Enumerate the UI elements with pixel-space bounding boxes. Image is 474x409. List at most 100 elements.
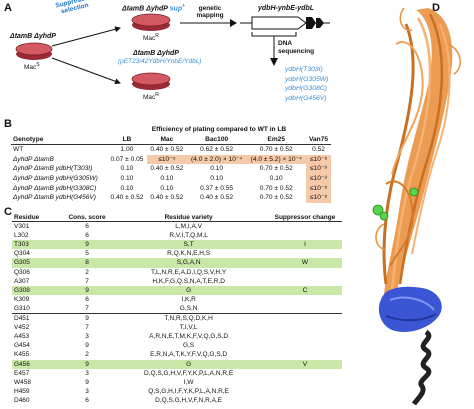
col-header: Van75 xyxy=(306,134,331,146)
selection-arrows xyxy=(51,26,121,85)
panel-letter-d: D xyxy=(432,2,440,14)
genotype-cell: WT xyxy=(11,144,107,155)
operon-diagram xyxy=(240,16,330,30)
variety-cell: I,W xyxy=(183,378,194,386)
residue-cell: K309 xyxy=(14,295,30,303)
value-cell: 0.10 xyxy=(160,184,174,192)
table-row: ΔyhdP ΔtamB 0.07 ± 0.05 ≤10⁻⁵ (4.0 ± 2.0) ×… xyxy=(11,154,331,165)
score-cell: 7 xyxy=(85,304,89,312)
conservation-table: Residue Cons. score Residue variety Supp… xyxy=(12,212,342,405)
score-cell: 6 xyxy=(85,396,89,404)
score-cell: 9 xyxy=(85,378,89,386)
table-row: K309 6 I,K,R xyxy=(12,295,342,304)
change-cell xyxy=(268,295,342,304)
left-strain-label: ΔtamB ΔyhdP xyxy=(10,33,56,40)
mutant-item: ydbH(T303I) xyxy=(285,66,323,73)
genetic-mapping-label: genetic mapping xyxy=(196,5,224,19)
protein-structure xyxy=(372,7,461,406)
table-row: T303 9 S,T I xyxy=(12,240,342,250)
value-cell: 0.10 xyxy=(120,165,134,173)
panel-letter-c: C xyxy=(4,206,12,218)
col-header: LB xyxy=(106,134,147,146)
sequencing-arrow xyxy=(251,32,297,66)
col-header: Mac xyxy=(146,134,187,146)
change-cell xyxy=(268,387,342,396)
residue-cell: T303 xyxy=(12,240,65,250)
genotype-cell: ΔyhdP ΔtamB ydbH(G308C) xyxy=(13,184,97,192)
bottom-pheno: MacR xyxy=(143,92,159,102)
variety-cell: Q,S,G,H,I,F,Y,K,P,L,A,N,R,E xyxy=(148,387,229,395)
residue-cell: V301 xyxy=(14,223,30,231)
value-cell: 0.40 ± 0.52 xyxy=(200,194,234,202)
value-cell: 0.07 ± 0.05 xyxy=(110,155,144,163)
value-cell: 0.10 xyxy=(120,174,134,182)
panel-letter-b: B xyxy=(4,118,12,130)
left-pheno: MacS xyxy=(24,62,40,72)
value-cell: 0.52 xyxy=(306,144,331,155)
value-cell: (4.0 ± 2.0) × 10⁻⁴ xyxy=(186,154,247,165)
change-cell xyxy=(268,249,342,258)
table-row: Q304 5 R,Q,K,N,E,H,S xyxy=(12,249,342,258)
value-cell: ≤10⁻⁵ xyxy=(146,154,187,165)
value-cell: 0.40 ± 0.52 xyxy=(146,144,187,155)
residue-cell: G305 xyxy=(12,258,65,268)
change-cell xyxy=(268,304,342,314)
petri-dish-bottom xyxy=(131,72,171,90)
value-cell: 0.10 xyxy=(210,165,224,173)
value-cell: 0.10 xyxy=(210,174,224,182)
change-cell xyxy=(268,222,342,232)
mutation-sites-green xyxy=(372,187,419,221)
table-row: G454 9 G,S xyxy=(12,341,342,350)
table-row: K455 2 E,R,N,A,T,K,Y,F,V,Q,G,S,D xyxy=(12,350,342,359)
score-cell: 6 xyxy=(85,232,89,240)
score-cell: 9 xyxy=(64,359,110,369)
score-cell: 5 xyxy=(85,250,89,258)
residue-cell: E457 xyxy=(14,369,30,377)
variety-cell: L,M,I,A,V xyxy=(175,223,202,231)
value-cell: ≤10⁻⁸ xyxy=(306,173,331,184)
variety-cell: G,S xyxy=(183,342,195,350)
change-cell xyxy=(268,268,342,277)
value-cell: 0.10 xyxy=(160,174,174,182)
table-row: G456 9 G V xyxy=(12,359,342,369)
mutant-item: ydbH(G308C) xyxy=(285,85,327,92)
value-cell: ≤10⁻⁸ xyxy=(306,183,331,194)
value-cell: 0.70 ± 0.52 xyxy=(246,144,307,155)
change-cell: V xyxy=(267,359,342,369)
panel-letter-a: A xyxy=(4,2,12,14)
variety-cell: G xyxy=(109,359,268,369)
table-row: G310 7 G,S,N xyxy=(12,304,342,314)
genotype-cell: ΔyhdP ΔtamB ydbH(G456V) xyxy=(13,194,96,202)
residue-cell: G308 xyxy=(12,285,65,295)
variety-cell: T,L,N,R,E,A,D,I,Q,S,V,H,Y xyxy=(150,268,227,276)
table-row: A307 7 H,K,F,G,Q,S,N,A,T,E,R,D xyxy=(12,277,342,286)
variety-cell: D,Q,S,G,H,V,F,Y,K,P,L,A,N,R,E xyxy=(144,369,234,377)
score-cell: 7 xyxy=(85,277,89,285)
table-row: V301 6 L,M,I,A,V xyxy=(12,222,342,232)
mutant-list: ydbH(T303I) ydbH(G305W) ydbH(G308C) ydbH… xyxy=(285,65,328,103)
score-cell: 9 xyxy=(64,285,110,295)
table-row: G308 9 G C xyxy=(12,285,342,295)
variety-cell: E,R,N,A,T,K,Y,F,V,Q,G,S,D xyxy=(150,351,228,359)
residue-cell: D460 xyxy=(14,396,30,404)
value-cell: ≤10⁻⁸ xyxy=(306,164,331,174)
dna-sequencing-label: DNA sequencing xyxy=(278,40,315,55)
value-cell: 0.70 ± 0.52 xyxy=(259,194,293,202)
bottom-strain-label: ΔtamB ΔyhdP xyxy=(133,50,179,57)
score-cell: 9 xyxy=(64,240,110,250)
col-header: Cons. score xyxy=(64,212,110,223)
col-header: Em25 xyxy=(246,134,307,146)
operon-label: ydbH-ynbE-ydbL xyxy=(258,5,314,12)
value-cell: 0.37 ± 0.55 xyxy=(200,184,234,192)
value-cell: 0.10 xyxy=(269,174,283,182)
change-cell xyxy=(268,323,342,332)
genotype-cell: ΔyhdP ΔtamB ydbH(T303I) xyxy=(13,165,93,173)
table-row: D451 9 T,N,R,S,Q,D,K,H xyxy=(12,313,342,324)
change-cell xyxy=(268,396,342,405)
col-header: Bac100 xyxy=(186,134,247,146)
variety-cell: S,T xyxy=(109,240,268,250)
col-header: Suppressor change xyxy=(267,212,342,223)
table-b-title: Efficiency of plating compared to WT in … xyxy=(151,126,287,133)
table-row: ΔyhdP ΔtamB ydbH(G308C) 0.10 0.10 0.37 ± 0.… xyxy=(11,183,331,194)
col-header: Genotype xyxy=(11,134,107,146)
